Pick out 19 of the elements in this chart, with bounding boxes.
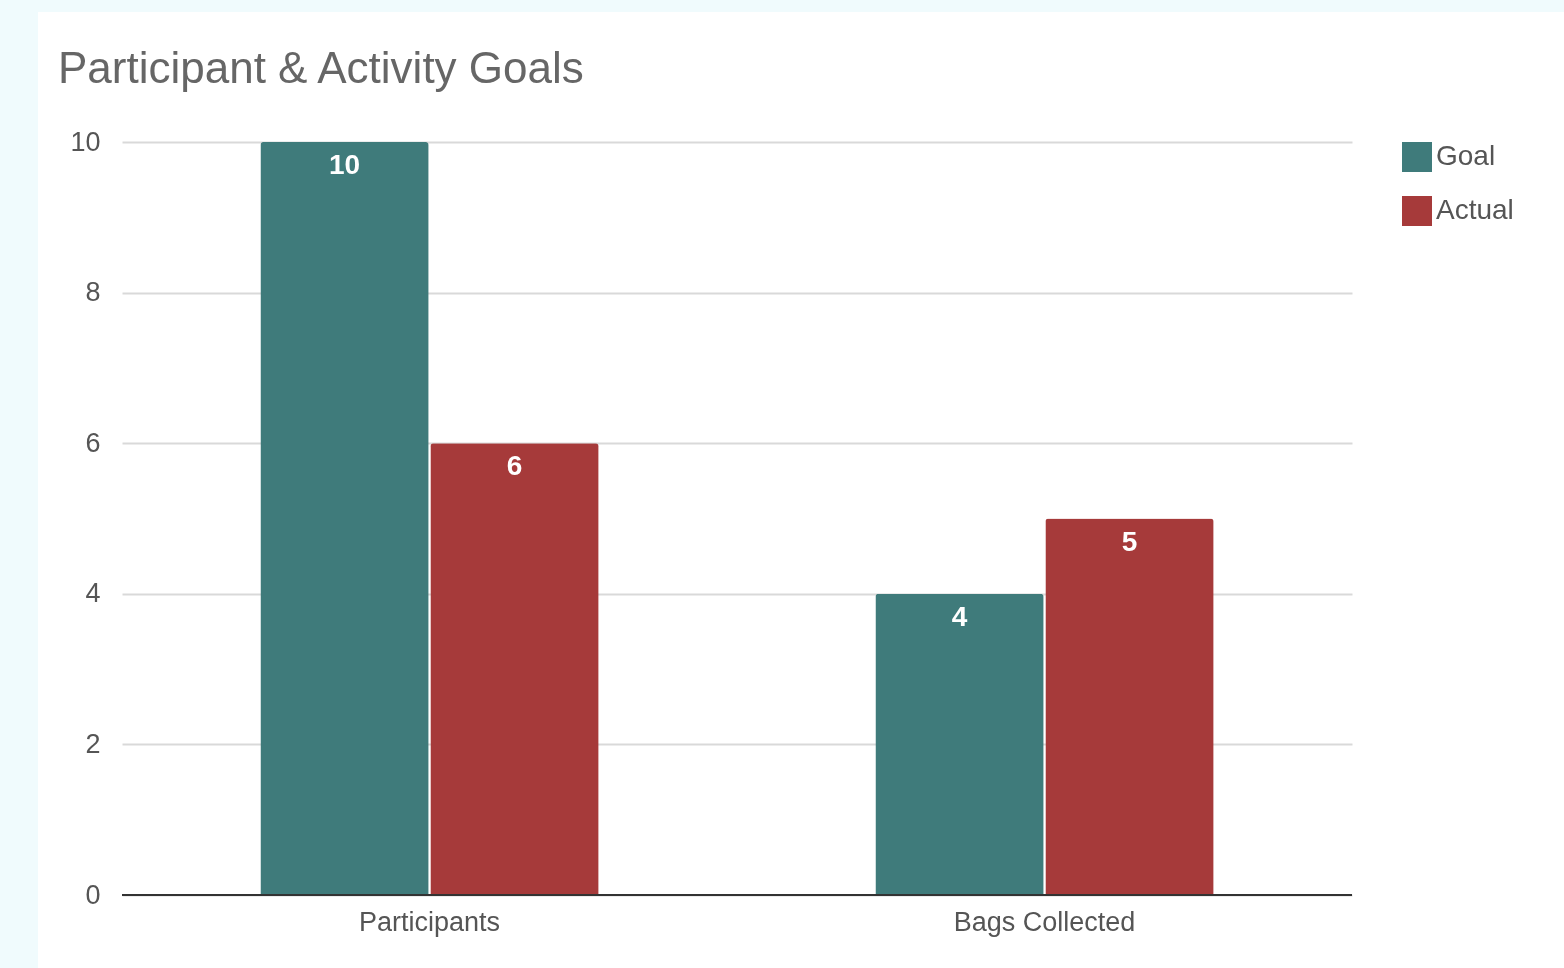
y-tick-label: 4 — [85, 578, 101, 609]
data-label: 6 — [506, 450, 523, 482]
data-label: 10 — [328, 149, 361, 180]
y-tick-label: 8 — [85, 277, 101, 308]
data-label: 4 — [951, 600, 968, 632]
chart-title: Participant & Activity Goals — [58, 43, 584, 92]
x-tick-label: Participants — [358, 906, 501, 937]
bar — [1045, 518, 1214, 895]
y-tick-label: 10 — [70, 126, 101, 157]
bar — [875, 593, 1044, 895]
bar — [430, 443, 599, 895]
x-tick-label: Bags Collected — [953, 906, 1136, 937]
legend-label: Actual — [1436, 194, 1514, 225]
y-tick-label: 2 — [85, 728, 101, 759]
legend-label: Goal — [1436, 140, 1496, 171]
y-tick-label: 0 — [85, 879, 101, 910]
bar — [260, 142, 429, 895]
y-tick-label: 6 — [85, 427, 101, 458]
data-label: 5 — [1121, 525, 1138, 557]
